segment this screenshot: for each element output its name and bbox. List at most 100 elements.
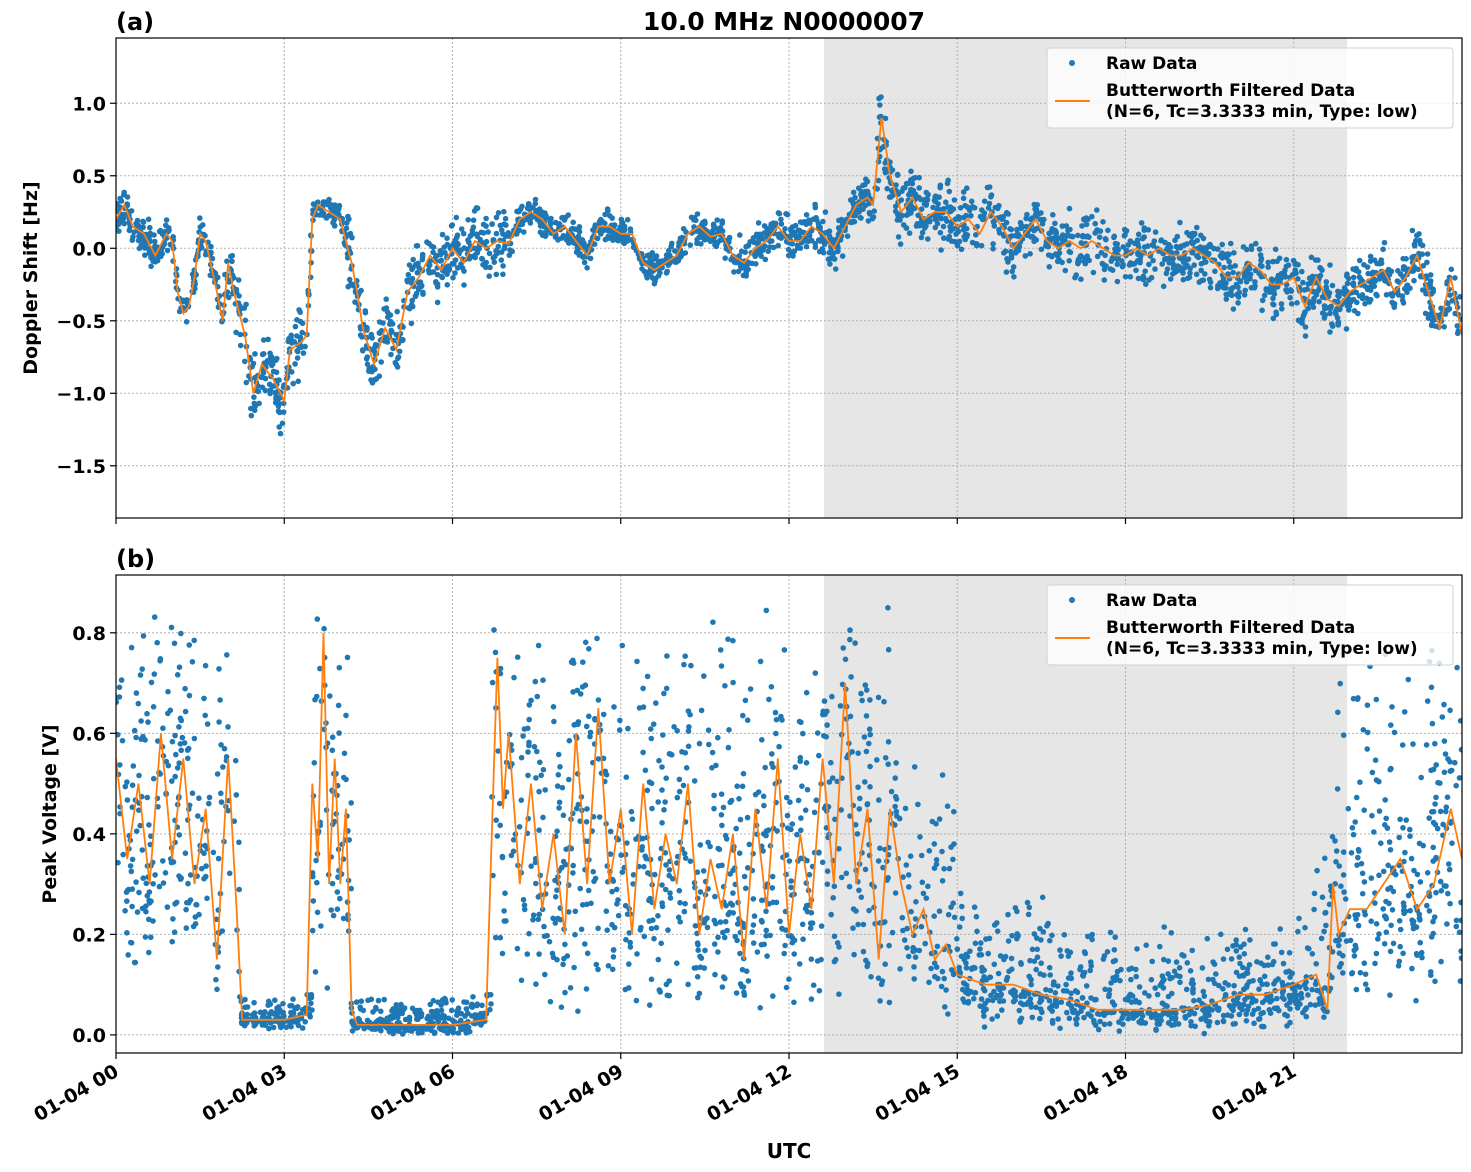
raw-data-point bbox=[761, 802, 767, 809]
raw-data-point bbox=[1458, 917, 1462, 924]
raw-data-point bbox=[1255, 1005, 1262, 1012]
raw-data-point bbox=[136, 889, 142, 896]
raw-data-point bbox=[1433, 854, 1439, 861]
raw-data-point bbox=[1111, 947, 1118, 953]
raw-data-point bbox=[472, 254, 479, 261]
raw-data-point bbox=[243, 301, 249, 308]
raw-data-point bbox=[312, 969, 319, 975]
raw-data-point bbox=[886, 942, 892, 949]
raw-data-point bbox=[1311, 295, 1317, 302]
raw-data-point bbox=[925, 236, 931, 242]
raw-data-point bbox=[1344, 280, 1351, 287]
raw-data-point bbox=[564, 233, 571, 239]
raw-data-point bbox=[1297, 318, 1303, 325]
raw-data-point bbox=[1337, 680, 1343, 687]
raw-data-point bbox=[1333, 848, 1340, 854]
raw-data-point bbox=[216, 666, 222, 672]
raw-data-point bbox=[1052, 251, 1059, 257]
raw-data-point bbox=[1418, 949, 1425, 956]
raw-data-point bbox=[1028, 976, 1034, 983]
raw-data-point bbox=[1386, 271, 1393, 278]
raw-data-point bbox=[584, 806, 590, 812]
raw-data-point bbox=[566, 240, 572, 246]
raw-data-point bbox=[633, 836, 639, 842]
raw-data-point bbox=[662, 850, 669, 856]
raw-data-point bbox=[598, 216, 604, 223]
raw-data-point bbox=[1105, 227, 1111, 234]
raw-data-point bbox=[406, 262, 413, 268]
raw-data-point bbox=[1082, 950, 1089, 957]
raw-data-point bbox=[747, 686, 754, 692]
raw-data-point bbox=[1360, 727, 1367, 733]
raw-data-point bbox=[1265, 264, 1271, 270]
raw-data-point bbox=[814, 958, 821, 964]
raw-data-point bbox=[558, 1004, 565, 1010]
raw-data-point bbox=[1095, 1026, 1102, 1033]
raw-data-point bbox=[1075, 232, 1081, 239]
raw-data-point bbox=[860, 921, 867, 928]
raw-data-point bbox=[1154, 1021, 1161, 1027]
raw-data-point bbox=[633, 997, 640, 1004]
raw-data-point bbox=[394, 308, 401, 315]
raw-data-point bbox=[419, 253, 426, 260]
raw-data-point bbox=[1342, 896, 1349, 902]
raw-data-point bbox=[280, 400, 287, 407]
raw-data-point bbox=[1159, 261, 1165, 267]
raw-data-point bbox=[173, 751, 179, 758]
y-tick-label: 0.0 bbox=[72, 238, 106, 260]
raw-data-point bbox=[196, 795, 202, 801]
raw-data-point bbox=[1242, 996, 1248, 1003]
raw-data-point bbox=[864, 963, 870, 970]
raw-data-point bbox=[979, 977, 986, 984]
raw-data-point bbox=[169, 738, 176, 745]
raw-data-point bbox=[577, 885, 583, 892]
raw-data-point bbox=[428, 269, 434, 276]
raw-data-point bbox=[1232, 1020, 1238, 1027]
raw-data-point bbox=[1066, 205, 1073, 212]
raw-data-point bbox=[116, 208, 120, 214]
raw-data-point bbox=[395, 355, 401, 362]
raw-data-point bbox=[1236, 954, 1243, 960]
raw-data-point bbox=[681, 850, 688, 857]
raw-data-point bbox=[853, 908, 859, 914]
raw-data-point bbox=[1033, 1004, 1039, 1011]
raw-data-point bbox=[1237, 944, 1244, 950]
raw-data-point bbox=[939, 878, 946, 884]
raw-data-point bbox=[1152, 229, 1159, 235]
raw-data-point bbox=[765, 827, 772, 833]
raw-data-point bbox=[532, 678, 539, 685]
raw-data-point bbox=[131, 727, 138, 734]
raw-data-point bbox=[925, 883, 931, 890]
raw-data-point bbox=[814, 730, 821, 736]
raw-data-point bbox=[894, 171, 901, 178]
raw-data-point bbox=[124, 797, 131, 803]
raw-data-point bbox=[683, 765, 690, 771]
raw-data-point bbox=[910, 191, 916, 198]
raw-data-point bbox=[1092, 230, 1098, 236]
raw-data-point bbox=[1407, 907, 1413, 914]
raw-data-point bbox=[521, 902, 528, 908]
raw-data-point bbox=[580, 239, 587, 246]
raw-data-point bbox=[1133, 997, 1139, 1004]
raw-data-point bbox=[661, 690, 667, 697]
raw-data-point bbox=[1317, 265, 1324, 272]
raw-data-point bbox=[1382, 797, 1388, 803]
raw-data-point bbox=[324, 985, 331, 991]
raw-data-point bbox=[336, 664, 343, 671]
raw-data-point bbox=[157, 656, 164, 662]
raw-data-point bbox=[406, 305, 413, 312]
raw-data-point bbox=[251, 394, 257, 401]
raw-data-point bbox=[1419, 954, 1425, 961]
raw-data-point bbox=[150, 775, 157, 782]
raw-data-point bbox=[1241, 1001, 1247, 1008]
raw-data-point bbox=[1427, 272, 1434, 278]
raw-data-point bbox=[719, 228, 726, 234]
panel-a-ylabel: Doppler Shift [Hz] bbox=[20, 181, 42, 374]
raw-data-point bbox=[906, 884, 912, 890]
raw-data-point bbox=[1385, 862, 1391, 869]
raw-data-point bbox=[426, 262, 433, 269]
raw-data-point bbox=[885, 761, 891, 767]
raw-data-point bbox=[659, 882, 665, 888]
raw-data-point bbox=[298, 344, 305, 351]
raw-data-point bbox=[160, 880, 167, 886]
